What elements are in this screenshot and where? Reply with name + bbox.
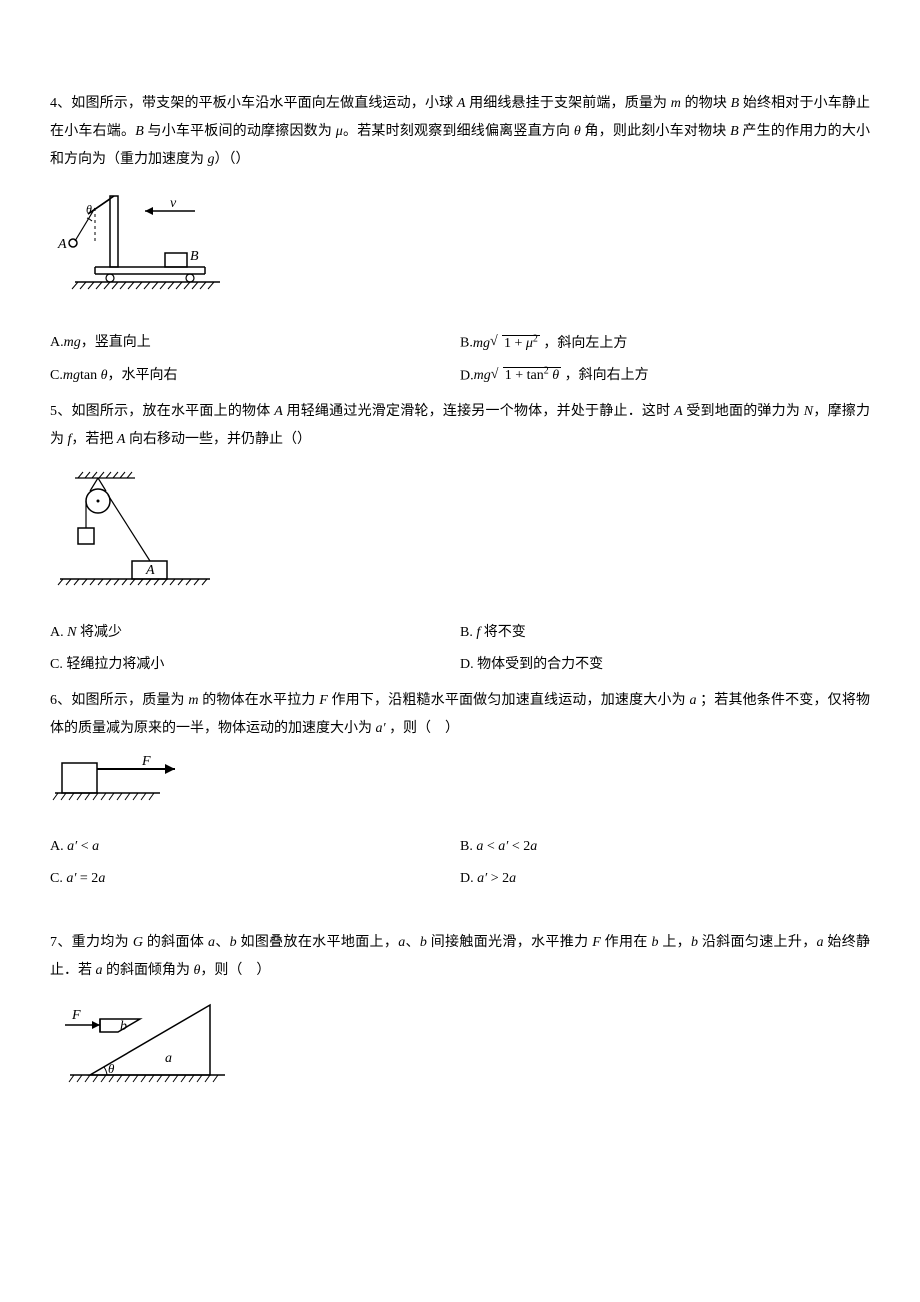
question-5-options-row2: C. 轻绳拉力将减小 D. 物体受到的合力不变 [50,651,870,679]
question-6-options-row1: A. a′ < a B. a < a′ < 2a [50,833,870,861]
figure-5-label-a: A [145,563,155,578]
question-5-opt-d: D. 物体受到的合力不变 [460,651,870,679]
question-5-figure: A [50,466,870,607]
question-6-opt-a: A. a′ < a [50,833,460,861]
figure-7-theta: θ [108,1061,115,1076]
question-4-options-row2: C.mgtan θ，水平向右 D.mg1 + tan2 θ ，斜向右上方 [50,362,870,391]
question-7-body: 重力均为 G 的斜面体 a、b 如图叠放在水平地面上，a、b 间接触面光滑，水平… [50,935,870,978]
question-6-figure: F [50,755,870,821]
question-7: 7、重力均为 G 的斜面体 a、b 如图叠放在水平地面上，a、b 间接触面光滑，… [50,929,870,1103]
question-5-opt-c: C. 轻绳拉力将减小 [50,651,460,679]
question-6-opt-c: C. a′ = 2a [50,865,460,893]
question-5-body: 如图所示，放在水平面上的物体 A 用轻绳通过光滑定滑轮，连接另一个物体，并处于静… [50,404,870,447]
figure-4-theta: θ [86,202,92,216]
figure-4-label-v: v [170,196,177,211]
question-4-opt-a: A.mg，竖直向上 [50,329,460,358]
question-4-opt-b: B.mg1 + μ2 ，斜向左上方 [460,329,870,358]
question-6: 6、如图所示，质量为 m 的物体在水平拉力 F 作用下，沿粗糙水平面做匀加速直线… [50,687,870,893]
figure-7-label-a: a [165,1051,172,1066]
question-4: 4、如图所示，带支架的平板小车沿水平面向左做直线运动，小球 A 用细线悬挂于支架… [50,90,870,390]
question-6-options-row2: C. a′ = 2a D. a′ > 2a [50,865,870,893]
question-5: 5、如图所示，放在水平面上的物体 A 用轻绳通过光滑定滑轮，连接另一个物体，并处… [50,398,870,679]
question-4-opt-c: C.mgtan θ，水平向右 [50,362,460,391]
question-4-text: 4、如图所示，带支架的平板小车沿水平面向左做直线运动，小球 A 用细线悬挂于支架… [50,90,870,174]
question-5-opt-a: A. N 将减少 [50,619,460,647]
figure-7-label-f: F [71,1008,81,1023]
figure-4-label-b: B [190,249,199,264]
figure-7-label-b: b [120,1019,127,1034]
question-6-opt-b: B. a < a′ < 2a [460,833,870,861]
question-5-text: 5、如图所示，放在水平面上的物体 A 用轻绳通过光滑定滑轮，连接另一个物体，并处… [50,398,870,454]
question-5-opt-b: B. f 将不变 [460,619,870,647]
figure-6-label-f: F [141,755,151,769]
question-6-number: 6、 [50,693,71,708]
question-4-body: 如图所示，带支架的平板小车沿水平面向左做直线运动，小球 A 用细线悬挂于支架前端… [50,96,870,167]
question-7-figure: F b a θ [50,997,870,1103]
question-4-options-row1: A.mg，竖直向上 B.mg1 + μ2 ，斜向左上方 [50,329,870,358]
figure-4-label-a: A [57,237,67,252]
question-6-text: 6、如图所示，质量为 m 的物体在水平拉力 F 作用下，沿粗糙水平面做匀加速直线… [50,687,870,743]
question-4-figure: θ A B v [50,186,870,317]
question-6-opt-d: D. a′ > 2a [460,865,870,893]
question-5-number: 5、 [50,404,71,419]
question-4-opt-d: D.mg1 + tan2 θ ，斜向右上方 [460,362,870,391]
question-6-body: 如图所示，质量为 m 的物体在水平拉力 F 作用下，沿粗糙水平面做匀加速直线运动… [50,693,870,736]
question-4-number: 4、 [50,96,71,111]
question-7-number: 7、 [50,935,72,950]
question-5-options-row1: A. N 将减少 B. f 将不变 [50,619,870,647]
question-7-text: 7、重力均为 G 的斜面体 a、b 如图叠放在水平地面上，a、b 间接触面光滑，… [50,929,870,985]
